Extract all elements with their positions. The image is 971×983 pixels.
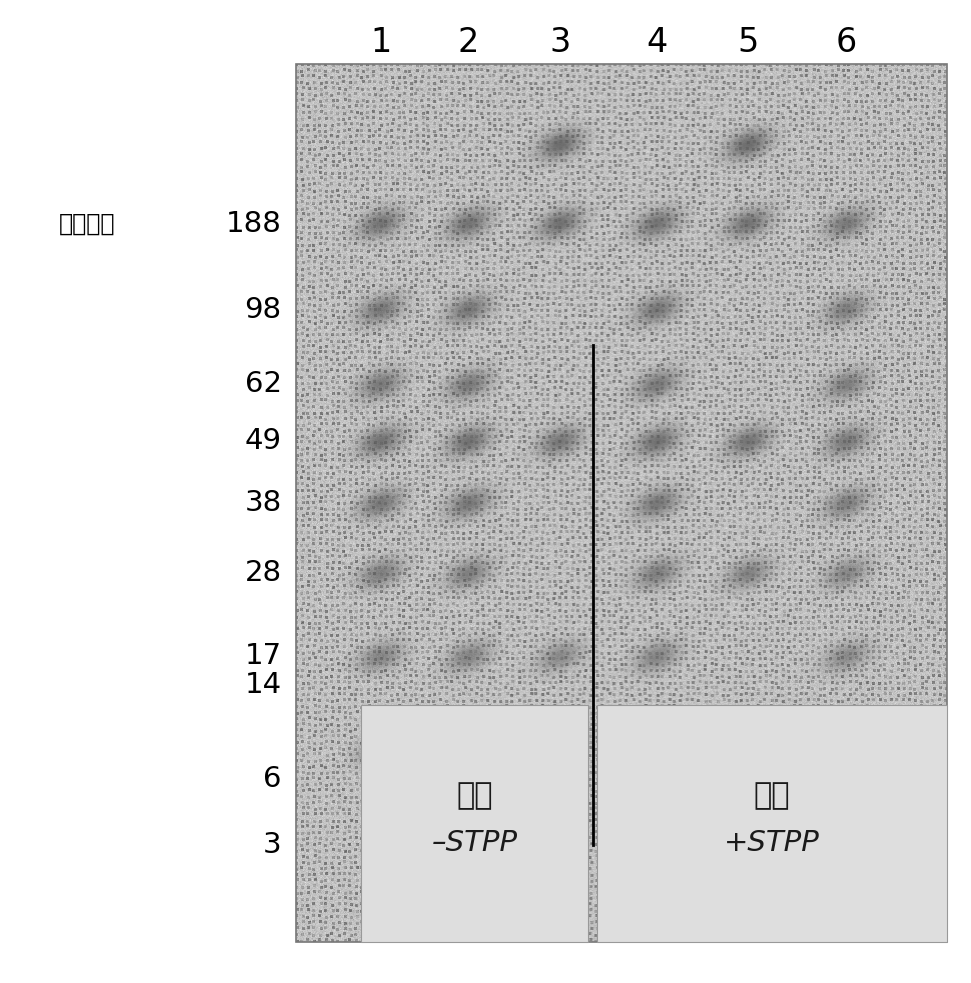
Text: 6: 6 (263, 766, 282, 793)
Text: 肌球蛋白: 肌球蛋白 (59, 211, 116, 236)
Text: +STPP: +STPP (723, 829, 820, 857)
Text: –STPP: –STPP (431, 829, 518, 857)
Text: 4: 4 (647, 26, 668, 59)
Text: 6: 6 (835, 26, 856, 59)
Text: 98: 98 (245, 296, 282, 323)
Text: 188: 188 (225, 209, 282, 238)
Text: 渗析: 渗析 (753, 781, 790, 810)
Text: 17: 17 (245, 643, 282, 670)
Text: 2: 2 (458, 26, 480, 59)
Text: 渗析: 渗析 (456, 781, 492, 810)
Text: 3: 3 (549, 26, 570, 59)
Bar (361, 705, 587, 942)
Text: 38: 38 (245, 489, 282, 517)
Text: 1: 1 (370, 26, 391, 59)
Bar (597, 705, 947, 942)
Text: 3: 3 (263, 832, 282, 859)
Text: 28: 28 (245, 559, 282, 587)
Text: 49: 49 (245, 428, 282, 455)
Text: 5: 5 (738, 26, 759, 59)
Text: 14: 14 (245, 670, 282, 699)
Bar (296, 64, 947, 942)
Text: 62: 62 (245, 371, 282, 398)
